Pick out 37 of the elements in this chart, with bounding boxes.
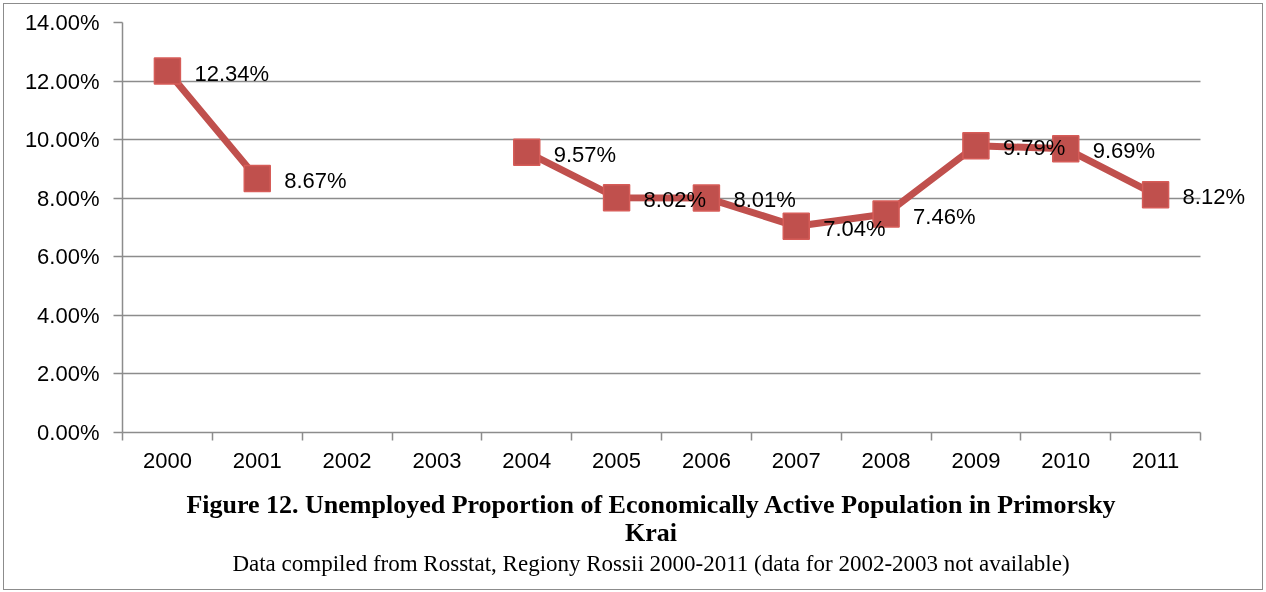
point bbox=[513, 138, 541, 166]
data-label: 7.46% bbox=[913, 203, 976, 229]
point bbox=[962, 132, 990, 160]
data-label: 8.12% bbox=[1182, 184, 1245, 210]
x-tick-label: 2000 bbox=[142, 447, 192, 473]
x-tick-label: 2003 bbox=[412, 447, 462, 473]
data-label: 7.04% bbox=[823, 215, 886, 241]
y-tick-label: 8.00% bbox=[37, 185, 100, 211]
y-tick-label: 14.00% bbox=[24, 10, 100, 35]
data-label: 12.34% bbox=[194, 60, 270, 86]
data-label: 9.69% bbox=[1092, 138, 1156, 164]
data-label: 8.67% bbox=[284, 168, 347, 194]
x-tick-label: 2004 bbox=[502, 447, 552, 473]
x-tick-label: 2002 bbox=[322, 447, 372, 473]
x-tick-label: 2006 bbox=[681, 447, 731, 473]
x-tick-label: 2008 bbox=[861, 447, 911, 473]
point bbox=[602, 183, 631, 212]
point bbox=[782, 212, 810, 241]
y-tick-label: 12.00% bbox=[24, 68, 100, 94]
point bbox=[153, 57, 182, 85]
y-tick-label: 0.00% bbox=[37, 420, 100, 445]
data-label: 8.01% bbox=[733, 187, 796, 213]
point bbox=[243, 164, 271, 193]
point bbox=[1141, 180, 1170, 209]
x-tick-label: 2001 bbox=[232, 447, 282, 473]
x-tick-label: 2007 bbox=[771, 447, 821, 473]
data-label: 9.57% bbox=[553, 141, 617, 167]
x-tick-label: 2010 bbox=[1041, 447, 1091, 473]
x-tick-label: 2009 bbox=[951, 447, 1001, 473]
text: Figure 12. Unemployed Proportion of Economically Active Population in Primorsky Krai bbox=[185, 490, 1117, 547]
y-tick-label: 2.00% bbox=[37, 361, 100, 387]
text: Data compiled from Rosstat, Regiony Rossii 2000-2011 (data for 2002-2003 not available) bbox=[232, 551, 1070, 576]
x-tick-label: 2011 bbox=[1131, 447, 1180, 473]
y-tick-label: 6.00% bbox=[37, 244, 100, 270]
x-tick-label: 2005 bbox=[592, 447, 642, 473]
y-tick-label: 4.00% bbox=[37, 302, 100, 328]
y-tick-label: 10.00% bbox=[24, 127, 100, 153]
